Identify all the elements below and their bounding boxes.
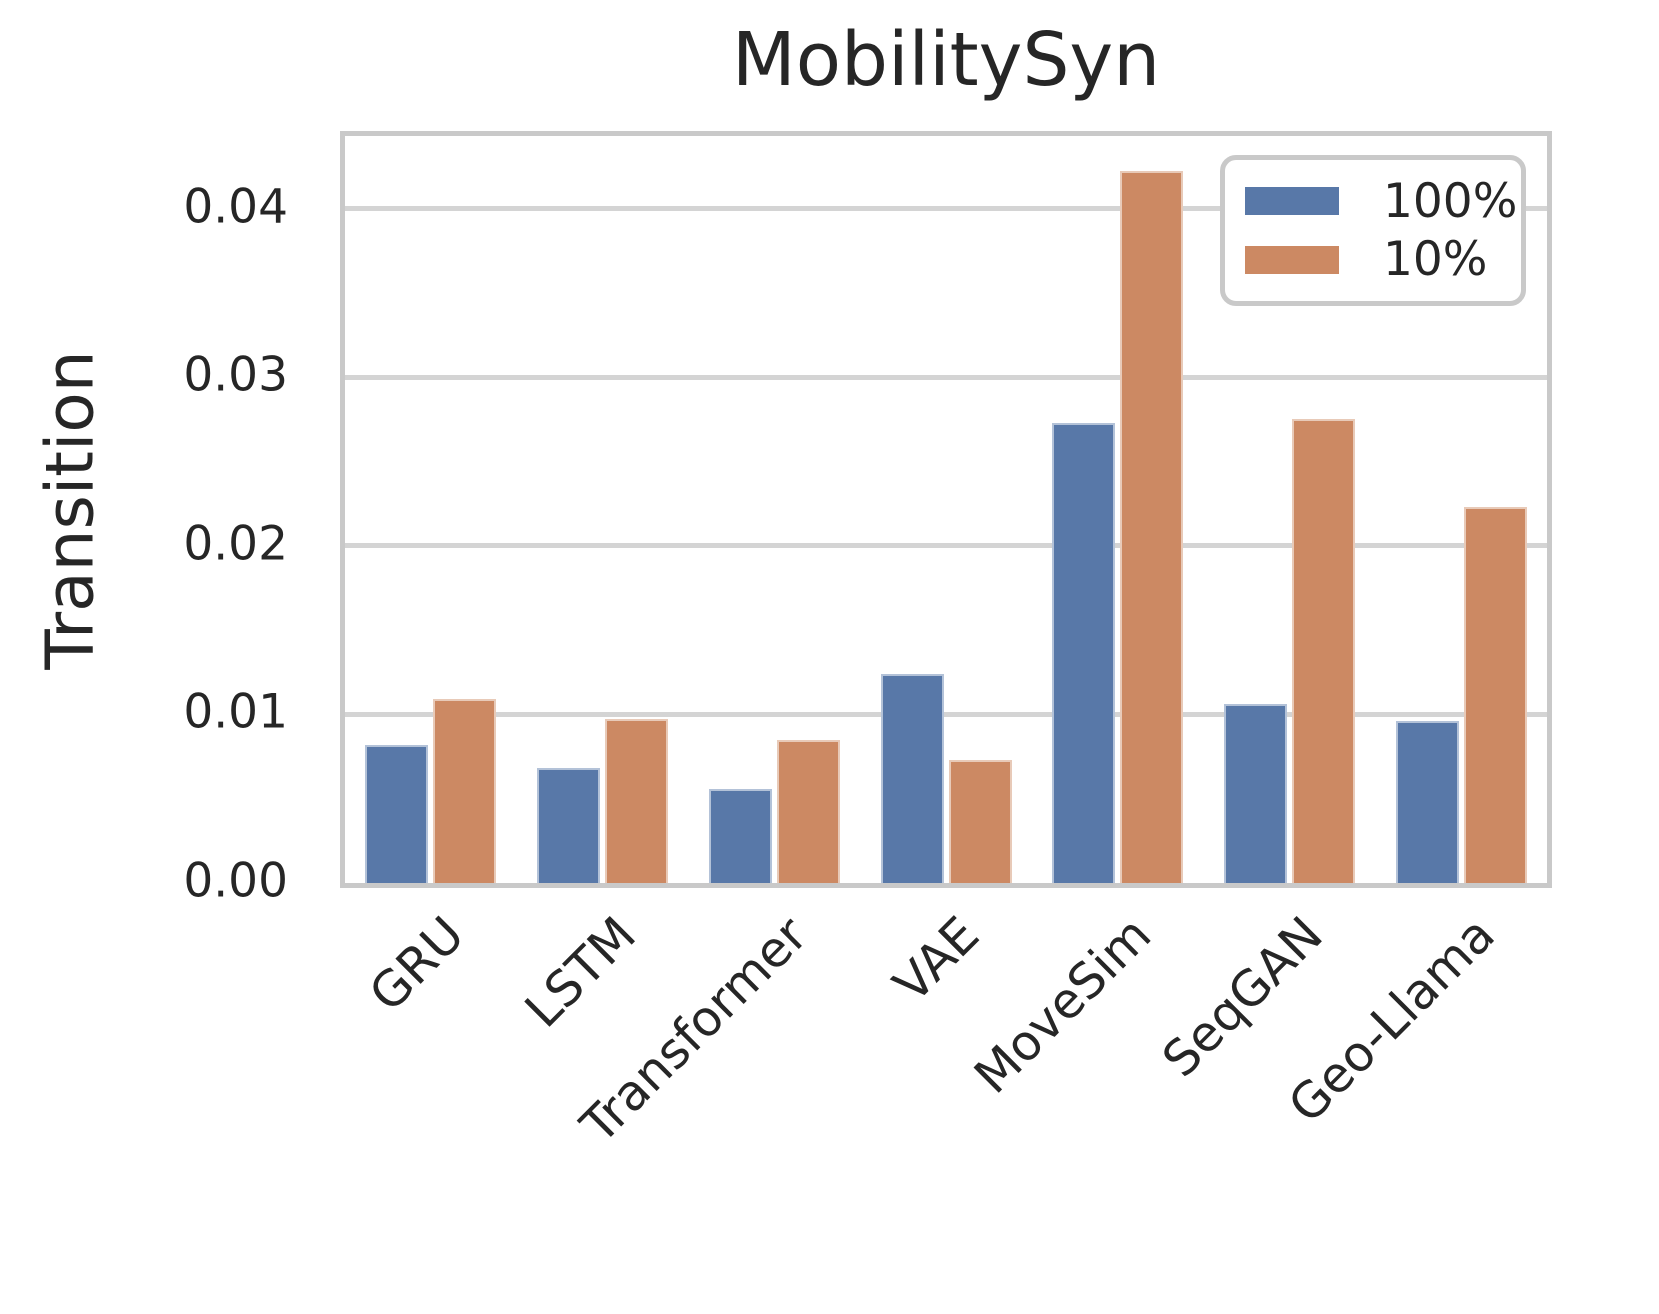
bar-GRU-100% xyxy=(365,744,429,883)
gridline-0.04 xyxy=(345,206,1547,212)
gridline-0.01 xyxy=(345,711,1547,717)
bar-MoveSim-10% xyxy=(1120,171,1184,883)
y-tick-label-0.01: 0.01 xyxy=(183,684,288,740)
legend-label-100pct: 100% xyxy=(1383,173,1518,229)
bar-MoveSim-100% xyxy=(1052,422,1116,883)
legend-item-10pct: 10% xyxy=(1245,236,1521,283)
y-tick-label-0.03: 0.03 xyxy=(183,347,288,403)
legend-item-100pct: 100% xyxy=(1245,178,1521,225)
bar-LSTM-10% xyxy=(605,719,669,883)
bar-SeqGAN-10% xyxy=(1291,419,1355,883)
y-tick-label-0.00: 0.00 xyxy=(183,853,288,909)
legend: 100% 10% xyxy=(1220,155,1526,306)
legend-swatch-10pct xyxy=(1245,245,1339,274)
y-axis-label: Transition xyxy=(31,350,109,670)
y-tick-label-0.02: 0.02 xyxy=(183,516,288,572)
bar-SeqGAN-100% xyxy=(1223,704,1287,883)
bar-GRU-10% xyxy=(433,699,497,883)
gridline-0.03 xyxy=(345,374,1547,380)
bar-Transformer-10% xyxy=(776,739,840,883)
x-tick-label-SeqGAN: SeqGAN xyxy=(1151,906,1334,1089)
bar-VAE-10% xyxy=(948,759,1012,883)
legend-swatch-100pct xyxy=(1245,187,1339,216)
legend-label-10pct: 10% xyxy=(1383,232,1488,288)
x-tick-label-VAE: VAE xyxy=(882,906,991,1014)
bar-Transformer-100% xyxy=(708,788,772,883)
bar-LSTM-100% xyxy=(537,768,601,883)
x-tick-label-MoveSim: MoveSim xyxy=(963,906,1163,1105)
x-tick-label-LSTM: LSTM xyxy=(514,906,647,1039)
chart-title: MobilitySyn xyxy=(731,17,1161,103)
gridline-0.02 xyxy=(345,543,1547,549)
bar-VAE-100% xyxy=(880,673,944,883)
y-tick-label-0.04: 0.04 xyxy=(183,178,288,234)
bar-Geo-Llama-10% xyxy=(1463,506,1527,883)
x-tick-label-GRU: GRU xyxy=(358,906,476,1023)
bar-Geo-Llama-100% xyxy=(1395,721,1459,883)
